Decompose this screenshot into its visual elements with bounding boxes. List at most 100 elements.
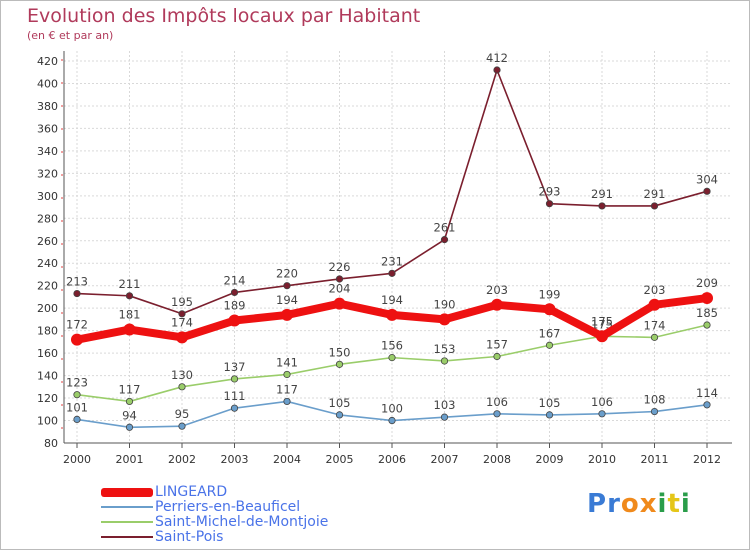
legend-label-perriers-en-beauficel: Perriers-en-Beauficel: [155, 499, 301, 515]
data-point-lingeard-2011: [648, 298, 661, 311]
data-point-saint-michel-de-montjoie-2004: [283, 370, 291, 379]
data-point-lingeard-2000: [71, 333, 83, 346]
y-tick-label-360: 360: [37, 122, 58, 135]
data-point-saint-pois-2008: [493, 66, 501, 74]
data-label-saint-pois-2010: 291: [591, 187, 613, 201]
y-tick-label-240: 240: [37, 257, 58, 270]
data-point-saint-michel-de-montjoie-2007: [440, 357, 449, 365]
data-point-perriers-en-beauficel-2011: [650, 407, 659, 416]
data-point-lingeard-2004: [281, 308, 293, 321]
x-tick-label-2007: 2007: [431, 453, 459, 466]
data-point-perriers-en-beauficel-2003: [230, 404, 239, 412]
y-tick-label-280: 280: [37, 212, 58, 225]
y-tick-label-380: 380: [37, 100, 58, 113]
data-label-perriers-en-beauficel-2006: 100: [381, 402, 403, 416]
data-label-saint-michel-de-montjoie-2011: 174: [644, 318, 666, 332]
data-point-saint-michel-de-montjoie-2000: [73, 391, 81, 399]
data-label-saint-pois-2011: 291: [644, 187, 666, 201]
data-point-saint-michel-de-montjoie-2002: [178, 383, 186, 391]
data-label-saint-michel-de-montjoie-2006: 156: [381, 339, 403, 353]
data-point-perriers-en-beauficel-2000: [73, 415, 81, 424]
x-tick-label-2005: 2005: [326, 453, 354, 466]
data-label-perriers-en-beauficel-2009: 105: [539, 396, 561, 410]
data-label-saint-pois-2006: 231: [381, 254, 403, 268]
data-point-saint-michel-de-montjoie-2008: [493, 352, 501, 361]
data-point-perriers-en-beauficel-2006: [388, 416, 396, 425]
data-label-perriers-en-beauficel-2000: 101: [66, 400, 88, 414]
data-point-saint-michel-de-montjoie-2001: [125, 397, 134, 406]
data-label-saint-michel-de-montjoie-2012: 185: [696, 306, 718, 320]
logo-letter: o: [620, 489, 640, 519]
data-point-perriers-en-beauficel-2004: [283, 397, 291, 406]
data-point-perriers-en-beauficel-2001: [125, 423, 134, 431]
data-point-saint-pois-2005: [335, 275, 344, 283]
y-tick-label-80: 80: [44, 437, 58, 450]
data-label-saint-pois-2005: 226: [329, 260, 351, 274]
logo-letter: i: [657, 489, 668, 519]
data-point-lingeard-2006: [386, 308, 398, 321]
logo-letter: P: [587, 489, 608, 519]
x-tick-label-2002: 2002: [168, 453, 196, 466]
data-label-saint-michel-de-montjoie-2004: 141: [276, 355, 298, 369]
data-label-saint-michel-de-montjoie-2010: 175: [591, 317, 613, 331]
data-point-saint-michel-de-montjoie-2006: [388, 354, 396, 362]
data-point-saint-pois-2010: [598, 202, 606, 210]
data-label-perriers-en-beauficel-2001: 94: [122, 408, 137, 422]
legend-swatch-saint-pois: [101, 536, 153, 538]
data-point-saint-pois-2000: [73, 289, 81, 298]
data-point-lingeard-2007: [438, 313, 451, 326]
data-label-lingeard-2008: 203: [486, 283, 508, 297]
logo-letter: i: [680, 489, 691, 519]
logo-letter: t: [667, 489, 681, 519]
data-label-perriers-en-beauficel-2004: 117: [276, 382, 298, 396]
data-label-lingeard-2005: 204: [329, 282, 351, 296]
data-point-lingeard-2008: [491, 298, 503, 311]
data-point-saint-pois-2002: [178, 310, 186, 318]
data-label-perriers-en-beauficel-2005: 105: [329, 396, 351, 410]
data-point-lingeard-2005: [333, 297, 346, 310]
data-point-lingeard-2010: [596, 330, 608, 343]
data-label-saint-pois-2012: 304: [696, 172, 718, 186]
plot-area: [64, 51, 732, 443]
data-label-lingeard-2001: 181: [119, 308, 141, 322]
data-label-saint-michel-de-montjoie-2007: 153: [434, 342, 456, 356]
y-tick-label-120: 120: [37, 392, 58, 405]
data-label-saint-pois-2002: 195: [171, 295, 193, 309]
chart-subtitle: (en € et par an): [27, 29, 114, 42]
data-label-perriers-en-beauficel-2003: 111: [224, 389, 246, 403]
data-label-saint-michel-de-montjoie-2003: 137: [224, 360, 246, 374]
x-tick-label-2006: 2006: [378, 453, 406, 466]
data-point-saint-pois-2009: [545, 200, 554, 208]
y-tick-label-160: 160: [37, 347, 58, 360]
x-tick-label-2004: 2004: [273, 453, 301, 466]
data-label-lingeard-2003: 189: [224, 299, 246, 313]
data-label-saint-pois-2004: 220: [276, 267, 298, 281]
data-label-saint-pois-2008: 412: [486, 51, 508, 65]
data-point-saint-pois-2001: [125, 292, 134, 300]
x-tick-label-2011: 2011: [641, 453, 669, 466]
data-point-lingeard-2002: [176, 331, 188, 344]
data-point-saint-michel-de-montjoie-2009: [545, 341, 554, 349]
data-point-lingeard-2009: [543, 303, 556, 316]
data-point-perriers-en-beauficel-2002: [178, 422, 186, 430]
data-label-perriers-en-beauficel-2002: 95: [175, 407, 190, 421]
y-tick-label-320: 320: [37, 167, 58, 180]
data-label-lingeard-2006: 194: [381, 293, 403, 307]
data-label-saint-pois-2003: 214: [224, 273, 246, 287]
data-point-perriers-en-beauficel-2007: [440, 413, 449, 421]
data-point-lingeard-2001: [123, 323, 136, 336]
data-label-saint-michel-de-montjoie-2008: 157: [486, 337, 508, 351]
data-label-saint-pois-2007: 261: [434, 221, 456, 235]
logo-letter: r: [607, 489, 621, 519]
chart-title: Evolution des Impôts locaux par Habitant: [27, 5, 421, 27]
data-point-perriers-en-beauficel-2010: [598, 410, 606, 418]
data-point-perriers-en-beauficel-2005: [335, 411, 344, 419]
x-tick-label-2008: 2008: [483, 453, 511, 466]
data-label-lingeard-2011: 203: [644, 283, 666, 297]
y-tick-label-260: 260: [37, 235, 58, 248]
data-label-lingeard-2012: 209: [696, 276, 718, 290]
data-point-saint-pois-2012: [703, 187, 711, 195]
data-point-saint-pois-2006: [388, 269, 396, 277]
data-label-perriers-en-beauficel-2012: 114: [696, 386, 718, 400]
